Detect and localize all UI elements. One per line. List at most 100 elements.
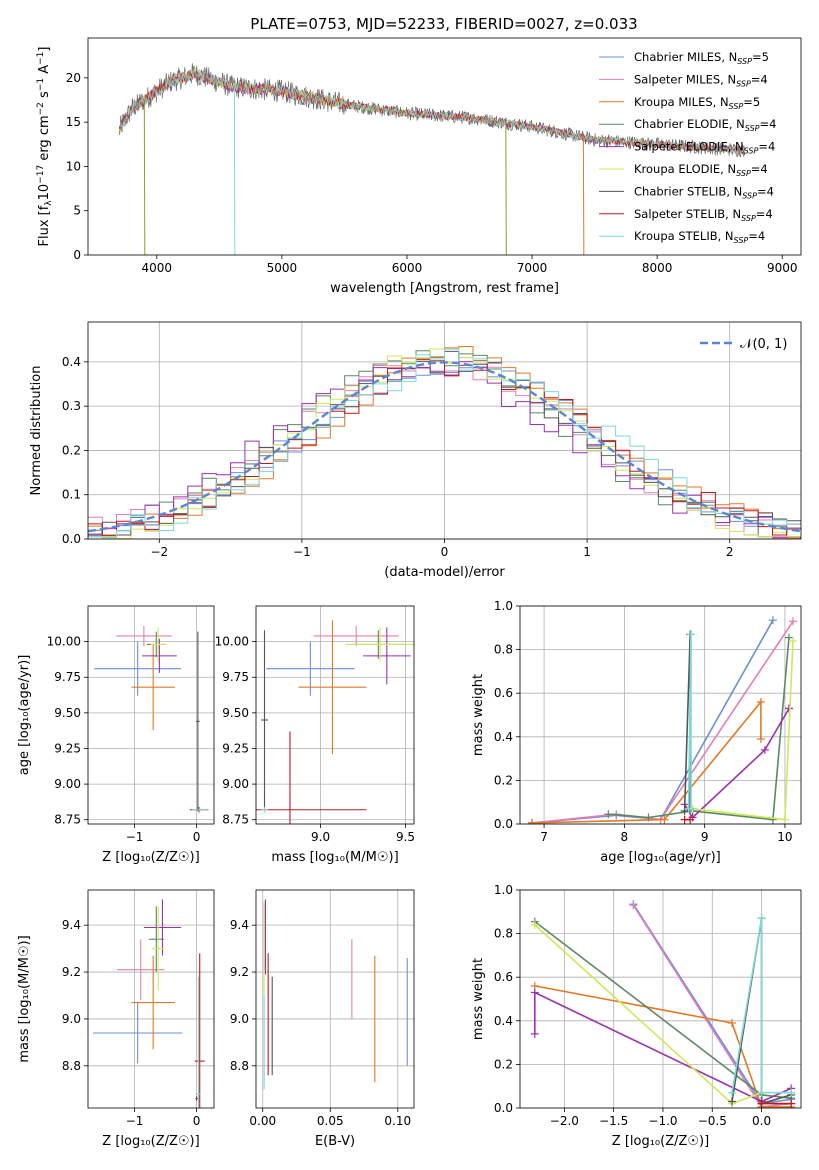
- massweight_vs_Z-xtick-label: −0.5: [698, 1114, 727, 1128]
- histogram-series: [88, 358, 801, 536]
- errorbar-point: [115, 625, 172, 646]
- mass_vs_Z-ylabel: mass [log₁₀(M/M☉)]: [17, 935, 32, 1062]
- mass_vs_Z-grid: [88, 890, 214, 1108]
- mass_vs_EBV-xtick-label: 0.05: [317, 1114, 344, 1128]
- data-marker: [680, 806, 689, 815]
- data-marker: [760, 745, 769, 754]
- data-marker: [787, 1099, 796, 1108]
- spectrum-plot-area: [118, 63, 746, 255]
- massweight_vs_Z-xtick-label: 0.0: [752, 1114, 771, 1128]
- legend-entry: Chabrier STELIB, NSSP=4: [634, 184, 774, 200]
- massweight-series: [531, 619, 774, 824]
- age_vs_mass-xtick-label: 9.0: [311, 830, 330, 844]
- massweight_vs_Z-ytick-label: 0.8: [494, 927, 513, 941]
- age_vs_mass-grid: [256, 606, 414, 824]
- mass_vs_EBV-ytick-label: 9.4: [230, 918, 249, 932]
- residuals-xtick-label: −1: [293, 545, 311, 559]
- mass_vs_EBV-xtick-label: 0.00: [249, 1114, 276, 1128]
- massweight_vs_age-xtick-label: 10: [777, 830, 792, 844]
- massweight_vs_Z-ytick-label: 0.6: [494, 970, 513, 984]
- residuals-ytick-label: 0.0: [62, 532, 81, 546]
- spectrum-xtick-label: 4000: [142, 261, 173, 275]
- data-marker: [757, 914, 766, 923]
- age_vs_Z-ylabel: age [log₁₀(age/yr)]: [17, 655, 32, 776]
- data-marker: [727, 1088, 736, 1097]
- massweight_vs_age-ytick-label: 0.4: [494, 730, 513, 744]
- massweight-series: [683, 708, 790, 819]
- age_vs_Z-ytick-label: 10.00: [47, 635, 81, 649]
- data-marker: [530, 1029, 539, 1038]
- mass_vs_Z-frame: [87, 889, 215, 1109]
- massweight_vs_Z-xlabel: Z [log₁₀(Z/Z☉)]: [612, 1134, 709, 1149]
- massweight_vs_Z-ytick-label: 0.4: [494, 1014, 513, 1028]
- errorbar-point: [363, 627, 411, 685]
- age_vs_mass-ytick-label: 9.50: [222, 706, 249, 720]
- errorbar-point: [143, 899, 182, 956]
- spectrum-line: [118, 69, 745, 155]
- legend-entry: Kroupa ELODIE, NSSP=4: [634, 162, 768, 178]
- legend-entry: 𝒩(0, 1): [740, 337, 787, 352]
- data-marker: [727, 1018, 736, 1027]
- data-marker: [788, 636, 797, 645]
- data-marker: [629, 901, 638, 910]
- massweight_vs_Z-plot-area: [530, 900, 796, 1108]
- spectrum-xtick-label: 5000: [267, 261, 298, 275]
- age_vs_Z-ytick-label: 9.75: [54, 670, 81, 684]
- residuals-ylabel: Normed distribution: [29, 366, 44, 496]
- histogram-series: [88, 348, 801, 539]
- age_vs_Z-plot-area: [94, 625, 209, 813]
- errorbar-point: [142, 638, 177, 673]
- legend-entry: Chabrier ELODIE, NSSP=4: [634, 117, 776, 133]
- massweight_vs_Z-ytick-label: 0.0: [494, 1101, 513, 1115]
- age_vs_mass-ytick-label: 9.75: [222, 670, 249, 684]
- legend-entry: Salpeter ELODIE, NSSP=4: [634, 140, 775, 156]
- residuals-ytick-label: 0.4: [62, 355, 81, 369]
- legend-entry: Kroupa MILES, NSSP=5: [634, 95, 760, 111]
- age_vs_mass-ytick-label: 9.25: [222, 741, 249, 755]
- age_vs_mass-frame: [255, 605, 415, 825]
- residuals-plot-area: [88, 346, 801, 539]
- data-marker: [686, 815, 695, 824]
- spectrum-feature-line: [143, 99, 146, 255]
- massweight-series: [531, 620, 794, 824]
- data-marker: [757, 1099, 766, 1108]
- massweight-series: [534, 985, 792, 1108]
- spectrum-ylabel: Flux [fλ10−17 erg cm−2 s−1 A−1]: [36, 47, 54, 247]
- mass_vs_EBV-grid: [256, 890, 414, 1108]
- massweight-series: [531, 699, 762, 824]
- data-marker: [660, 815, 669, 824]
- age_vs_Z-ytick-label: 9.50: [54, 706, 81, 720]
- spectrum-ytick-label: 15: [66, 115, 81, 129]
- age_vs_Z-xlabel: Z [log₁₀(Z/Z☉)]: [102, 850, 199, 865]
- mass_vs_Z-axes: −1 0 8.8 9.0 9.2 9.4 Z [log₁₀(Z/Z☉)] mass [log₁…: [17, 889, 215, 1149]
- massweight_vs_age-xtick-label: 7: [540, 830, 548, 844]
- massweight_vs_Z-axes: −2.0 −1.5 −1.0 −0.5 0.0 0.0 0.2 0.4 0.6 0.8 1.0 Z […: [471, 883, 802, 1149]
- massweight_vs_age-ytick-label: 0.8: [494, 643, 513, 657]
- residuals-axes: −2 −1 0 1 2 0.0 0.1 0.2 0.3 0.4 (data-model)/error…: [29, 321, 802, 580]
- age_vs_mass-xlabel: mass [log₁₀(M/M☉)]: [271, 850, 398, 865]
- legend-entry: Kroupa STELIB, NSSP=4: [634, 229, 765, 245]
- age_vs_Z-grid: [88, 606, 214, 824]
- spectrum-xtick-label: 8000: [642, 261, 673, 275]
- errorbar-point: [196, 976, 201, 1108]
- data-marker: [768, 616, 777, 625]
- mass_vs_EBV-ytick-label: 8.8: [230, 1059, 249, 1073]
- age_vs_Z-xtick-label: −1: [126, 830, 144, 844]
- age_vs_mass-ytick-label: 10.00: [215, 635, 249, 649]
- data-marker: [756, 734, 765, 743]
- spectrum-legend: Chabrier MILES, NSSP=5 Salpeter MILES, NS…: [599, 50, 776, 245]
- massweight_vs_Z-ylabel: mass weight: [471, 958, 486, 1040]
- data-marker: [788, 617, 797, 626]
- massweight_vs_age-ylabel: mass weight: [471, 674, 486, 756]
- massweight_vs_Z-frame: [519, 889, 802, 1109]
- data-marker: [528, 818, 537, 824]
- errorbar-point: [256, 731, 367, 824]
- residuals-xtick-label: 1: [583, 545, 591, 559]
- errorbar-point: [148, 906, 164, 973]
- massweight_vs_age-xtick-label: 9: [701, 830, 709, 844]
- data-marker: [644, 813, 653, 822]
- errorbar-point: [261, 630, 268, 810]
- massweight_vs_Z-ytick-label: 1.0: [494, 883, 513, 897]
- spectrum-ytick-label: 0: [73, 248, 81, 262]
- data-marker: [757, 1088, 766, 1097]
